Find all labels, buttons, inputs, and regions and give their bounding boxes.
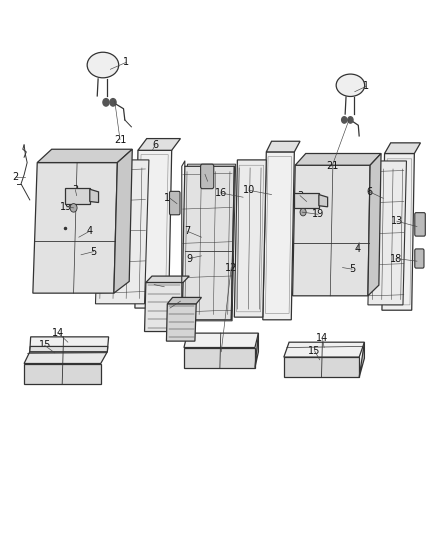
Text: 1: 1 — [363, 82, 369, 91]
Text: 5: 5 — [91, 247, 97, 256]
Polygon shape — [284, 342, 364, 357]
Polygon shape — [138, 155, 168, 303]
Text: 19: 19 — [312, 209, 324, 219]
Text: 16: 16 — [215, 188, 227, 198]
Circle shape — [110, 99, 116, 106]
Text: 5: 5 — [349, 264, 355, 274]
Polygon shape — [382, 154, 414, 310]
Polygon shape — [184, 164, 236, 321]
Circle shape — [342, 117, 347, 123]
Polygon shape — [293, 165, 370, 296]
Polygon shape — [234, 160, 266, 317]
Text: 21: 21 — [114, 135, 126, 144]
FancyBboxPatch shape — [170, 191, 180, 215]
Polygon shape — [255, 333, 258, 368]
Polygon shape — [145, 282, 183, 332]
Text: 7: 7 — [184, 227, 191, 236]
Text: 3: 3 — [297, 191, 303, 200]
Text: 15: 15 — [308, 346, 321, 356]
Ellipse shape — [87, 52, 119, 78]
Text: 18: 18 — [390, 254, 402, 263]
Text: 4: 4 — [354, 245, 360, 254]
Polygon shape — [135, 150, 172, 308]
Ellipse shape — [336, 74, 364, 96]
Polygon shape — [184, 348, 255, 368]
Polygon shape — [385, 159, 412, 305]
Polygon shape — [30, 346, 108, 352]
Polygon shape — [30, 337, 109, 352]
Circle shape — [103, 99, 109, 106]
Polygon shape — [182, 166, 234, 320]
Polygon shape — [146, 276, 189, 282]
Polygon shape — [24, 352, 107, 364]
Text: 1: 1 — [123, 58, 129, 67]
Polygon shape — [37, 149, 132, 163]
Text: 18: 18 — [199, 169, 211, 179]
Polygon shape — [263, 152, 294, 320]
Polygon shape — [295, 154, 381, 165]
Polygon shape — [65, 188, 90, 204]
Polygon shape — [284, 357, 359, 377]
Polygon shape — [167, 297, 201, 304]
Polygon shape — [237, 165, 264, 312]
Circle shape — [70, 204, 77, 212]
Polygon shape — [166, 304, 196, 341]
Polygon shape — [359, 342, 364, 377]
Text: 21: 21 — [326, 161, 338, 171]
Polygon shape — [184, 333, 258, 348]
FancyBboxPatch shape — [415, 249, 424, 268]
Circle shape — [348, 117, 353, 123]
Text: 2: 2 — [13, 172, 19, 182]
Text: 20: 20 — [148, 280, 160, 289]
Text: 11: 11 — [164, 303, 176, 313]
Polygon shape — [266, 141, 300, 152]
Polygon shape — [385, 143, 420, 154]
Text: 6: 6 — [367, 187, 373, 197]
FancyBboxPatch shape — [201, 164, 214, 189]
Polygon shape — [294, 193, 319, 208]
FancyBboxPatch shape — [415, 213, 425, 236]
Text: 6: 6 — [152, 140, 158, 150]
Polygon shape — [319, 195, 328, 207]
Text: 14: 14 — [52, 328, 64, 337]
Text: 3: 3 — [72, 185, 78, 195]
Text: 13: 13 — [391, 216, 403, 226]
Text: 14: 14 — [316, 333, 328, 343]
Text: 19: 19 — [60, 202, 73, 212]
Text: 9: 9 — [186, 254, 192, 263]
Polygon shape — [33, 163, 117, 293]
Text: 13: 13 — [164, 193, 176, 203]
Text: 12: 12 — [225, 263, 237, 272]
Text: 4: 4 — [86, 227, 92, 236]
Polygon shape — [90, 189, 99, 203]
Polygon shape — [24, 364, 101, 384]
Polygon shape — [114, 149, 132, 293]
Polygon shape — [265, 157, 292, 313]
Text: 10: 10 — [243, 185, 255, 195]
Polygon shape — [368, 154, 381, 296]
Text: 15: 15 — [39, 341, 51, 350]
Circle shape — [300, 208, 306, 216]
Polygon shape — [368, 161, 406, 305]
Polygon shape — [138, 139, 180, 150]
Polygon shape — [95, 160, 149, 304]
